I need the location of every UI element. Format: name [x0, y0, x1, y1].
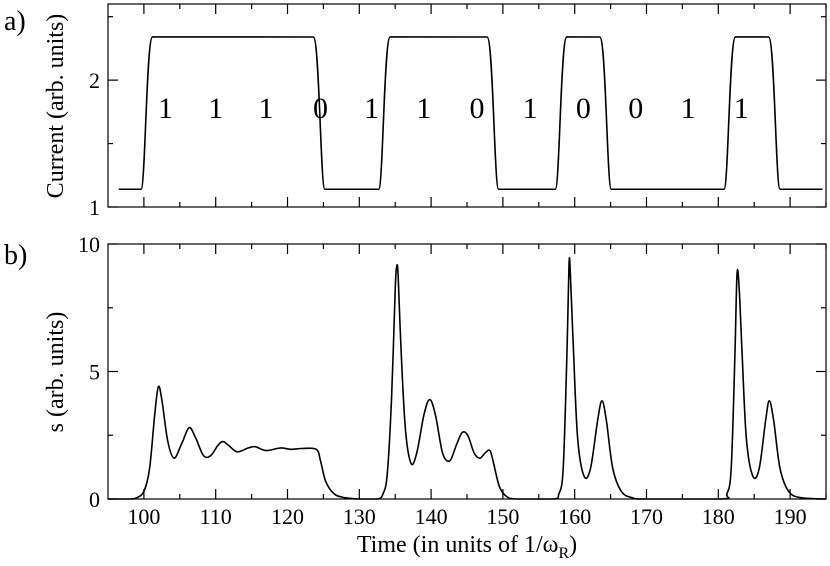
bit-label-10: 0 [628, 92, 643, 125]
panel-b-frame [107, 243, 827, 500]
x-tick-label-110: 110 [200, 504, 232, 529]
x-tick-label-120: 120 [271, 504, 304, 529]
x-tick-label-190: 190 [774, 504, 807, 529]
bit-label-11: 1 [681, 92, 696, 125]
panel-b-tag: b) [4, 240, 27, 271]
bit-label-4: 0 [313, 92, 328, 125]
panel-b-x-ticks: 100 110 120 130 140 150 160 170 180 190 [127, 244, 827, 529]
panel-b-y-axis-label: s (arb. units) [43, 312, 69, 433]
panel-a-tag: a) [4, 6, 26, 37]
bit-label-12: 1 [734, 92, 749, 125]
panel-a-x-ticks [143, 4, 827, 207]
panel-b-y-tick-label-0: 0 [89, 487, 100, 512]
bit-label-8: 1 [523, 92, 538, 125]
bit-sequence: 1 1 1 0 1 1 0 1 0 0 1 1 [158, 92, 749, 125]
x-tick-label-130: 130 [343, 504, 376, 529]
x-axis-label: Time (in units of 1/ωR) [357, 532, 577, 562]
x-axis-label-subscript: R [558, 545, 569, 562]
signal-trace [108, 257, 827, 500]
x-tick-label-170: 170 [630, 504, 663, 529]
bit-label-9: 0 [576, 92, 591, 125]
panel-b-y-ticks: 0 5 10 [78, 232, 826, 512]
x-tick-label-140: 140 [415, 504, 448, 529]
x-tick-label-160: 160 [558, 504, 591, 529]
current-trace [118, 36, 823, 191]
x-tick-label-100: 100 [127, 504, 160, 529]
x-axis-label-main: Time (in units of 1/ω [357, 532, 559, 558]
panel-b-y-tick-label-10: 10 [78, 232, 100, 257]
bit-label-1: 1 [158, 92, 173, 125]
x-tick-label-180: 180 [702, 504, 735, 529]
bit-label-6: 1 [416, 92, 431, 125]
bit-label-7: 0 [470, 92, 485, 125]
panel-a-y-tick-label-2: 2 [89, 68, 100, 93]
panel-a-y-axis-label: Current (arb. units) [43, 14, 69, 199]
bit-label-5: 1 [364, 92, 379, 125]
panel-b-signal: b) 0 5 10 100 110 120 130 140 150 160 170 180 190 s… [4, 232, 827, 562]
panel-a-y-ticks: 12 [89, 16, 826, 220]
x-axis-label-close: ) [569, 532, 577, 558]
bit-label-3: 1 [258, 92, 273, 125]
bit-label-2: 1 [208, 92, 223, 125]
panel-a-y-tick-label-1: 1 [89, 195, 100, 220]
x-tick-label-150: 150 [486, 504, 519, 529]
panel-b-y-tick-label-5: 5 [89, 360, 100, 385]
